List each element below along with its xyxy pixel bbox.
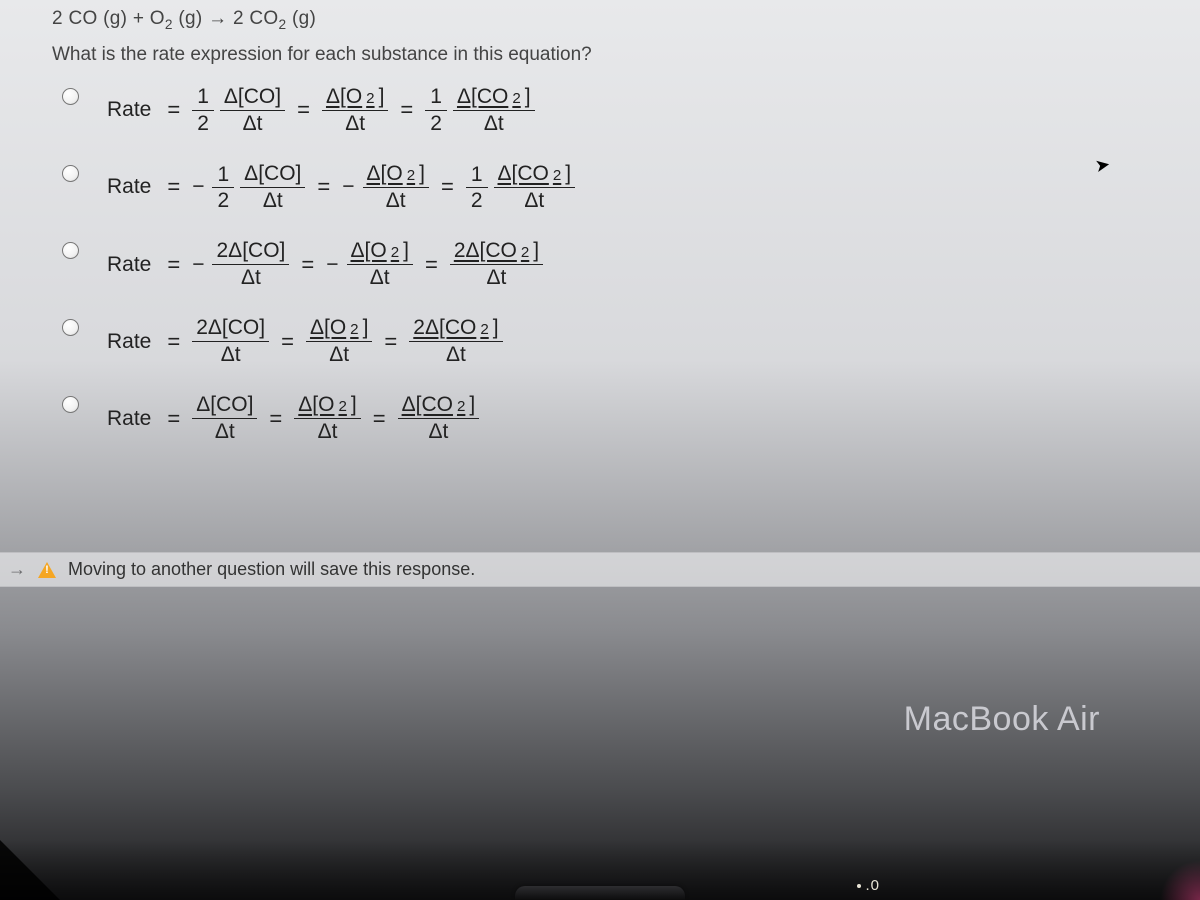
delta-fraction: Δ[CO]Δt — [192, 394, 257, 443]
coefficient-fraction: 12 — [466, 164, 488, 212]
answer-option-5[interactable]: Rate = Δ[CO]Δt = Δ[O2]Δt = Δ[CO2]Δt — [62, 394, 1190, 443]
delta-fraction: Δ[CO]Δt — [220, 86, 285, 135]
delta-fraction: Δ[CO]Δt — [240, 163, 305, 212]
delta-fraction: Δ[O2]Δt — [306, 317, 372, 366]
rate-term: Δ[O2]Δt — [322, 86, 388, 135]
equals-sign: = — [400, 97, 413, 123]
rate-label: Rate — [107, 98, 151, 122]
answer-options: Rate=12Δ[CO]Δt=Δ[O2]Δt=12Δ[CO2]ΔtRate=−1… — [62, 86, 1190, 443]
equals-sign: = — [281, 329, 294, 355]
save-response-banner: → Moving to another question will save t… — [0, 552, 1200, 587]
rate-term: 12Δ[CO2]Δt — [466, 163, 575, 212]
radio-option-2[interactable] — [62, 165, 79, 182]
answer-option-3[interactable]: Rate=−2Δ[CO]Δt=−Δ[O2]Δt=2Δ[CO2]Δt — [62, 240, 1190, 289]
answer-option-1[interactable]: Rate=12Δ[CO]Δt=Δ[O2]Δt=12Δ[CO2]Δt — [62, 86, 1190, 135]
answer-option-4[interactable]: Rate = 2Δ[CO]Δt = Δ[O2]Δt = 2Δ[CO2]Δt — [62, 317, 1190, 366]
equals-sign: = — [269, 406, 282, 432]
question-prompt: What is the rate expression for each sub… — [52, 44, 1190, 66]
minus-sign: − — [192, 175, 204, 199]
equals-sign: = — [301, 252, 314, 278]
delta-fraction: 2Δ[CO]Δt — [192, 317, 269, 366]
arrow-right-icon: → — [8, 559, 26, 580]
rate-term: Δ[O2]Δt — [306, 317, 372, 366]
delta-fraction: Δ[O2]Δt — [363, 163, 429, 212]
delta-fraction: Δ[O2]Δt — [347, 240, 413, 289]
delta-fraction: 2Δ[CO2]Δt — [450, 240, 543, 289]
rate-label: Rate — [107, 253, 151, 277]
rate-term: Δ[CO2]Δt — [398, 394, 480, 443]
corner-glow — [1160, 860, 1200, 900]
rate-label: Rate — [107, 330, 151, 354]
equals-sign: = — [167, 406, 180, 432]
equals-sign: = — [441, 174, 454, 200]
radio-option-5[interactable] — [62, 396, 79, 413]
rate-term: 2Δ[CO2]Δt — [450, 240, 543, 289]
delta-fraction: Δ[O2]Δt — [294, 394, 360, 443]
corner-shadow — [0, 840, 60, 900]
radio-option-3[interactable] — [62, 242, 79, 259]
minus-sign: − — [192, 253, 204, 277]
rate-term: 12Δ[CO2]Δt — [425, 86, 534, 135]
delta-fraction: 2Δ[CO]Δt — [212, 240, 289, 289]
rate-term: 12Δ[CO]Δt — [192, 86, 285, 135]
rate-term: Δ[O2]Δt — [294, 394, 360, 443]
rate-expression-1: Rate=12Δ[CO]Δt=Δ[O2]Δt=12Δ[CO2]Δt — [107, 86, 535, 135]
coefficient-fraction: 12 — [425, 86, 447, 134]
equals-sign: = — [317, 174, 330, 200]
equals-sign: = — [297, 97, 310, 123]
rate-expression-2: Rate=−12Δ[CO]Δt=−Δ[O2]Δt=12Δ[CO2]Δt — [107, 163, 575, 212]
rate-term: 2Δ[CO2]Δt — [409, 317, 502, 366]
cursor-icon: ➤ — [1093, 154, 1112, 177]
equals-sign: = — [167, 252, 180, 278]
equals-sign: = — [167, 329, 180, 355]
delta-fraction: Δ[O2]Δt — [322, 86, 388, 135]
radio-option-4[interactable] — [62, 319, 79, 336]
rate-term: −2Δ[CO]Δt — [192, 240, 289, 289]
minus-sign: − — [326, 253, 338, 277]
rate-term: −Δ[O2]Δt — [342, 163, 429, 212]
minus-sign: − — [342, 175, 354, 199]
equals-sign: = — [425, 252, 438, 278]
equals-sign: = — [167, 97, 180, 123]
keyboard-key-hint: .0 — [857, 877, 880, 894]
delta-fraction: Δ[CO2]Δt — [398, 394, 480, 443]
device-label: MacBook Air — [904, 700, 1100, 739]
answer-option-2[interactable]: Rate=−12Δ[CO]Δt=−Δ[O2]Δt=12Δ[CO2]Δt — [62, 163, 1190, 212]
rate-label: Rate — [107, 175, 151, 199]
coefficient-fraction: 12 — [192, 86, 214, 134]
delta-fraction: Δ[CO2]Δt — [453, 86, 535, 135]
coefficient-fraction: 12 — [212, 164, 234, 212]
equals-sign: = — [384, 329, 397, 355]
rate-expression-4: Rate = 2Δ[CO]Δt = Δ[O2]Δt = 2Δ[CO2]Δt — [107, 317, 503, 366]
radio-option-1[interactable] — [62, 88, 79, 105]
rate-term: 2Δ[CO]Δt — [192, 317, 269, 366]
save-response-message: Moving to another question will save thi… — [68, 559, 475, 580]
delta-fraction: Δ[CO2]Δt — [494, 163, 576, 212]
trackpad-notch — [515, 886, 685, 900]
reaction-equation: 2 CO (g) + O2 (g) → 2 CO2 (g) — [52, 8, 1190, 32]
rate-term: −12Δ[CO]Δt — [192, 163, 305, 212]
rate-label: Rate — [107, 407, 151, 431]
equals-sign: = — [167, 174, 180, 200]
quiz-screen: 2 CO (g) + O2 (g) → 2 CO2 (g) What is th… — [0, 0, 1200, 443]
warning-icon — [38, 562, 56, 578]
equals-sign: = — [373, 406, 386, 432]
rate-term: −Δ[O2]Δt — [326, 240, 413, 289]
question-area: 2 CO (g) + O2 (g) → 2 CO2 (g) What is th… — [0, 8, 1200, 443]
rate-expression-3: Rate=−2Δ[CO]Δt=−Δ[O2]Δt=2Δ[CO2]Δt — [107, 240, 543, 289]
rate-expression-5: Rate = Δ[CO]Δt = Δ[O2]Δt = Δ[CO2]Δt — [107, 394, 479, 443]
delta-fraction: 2Δ[CO2]Δt — [409, 317, 502, 366]
rate-term: Δ[CO]Δt — [192, 394, 257, 443]
